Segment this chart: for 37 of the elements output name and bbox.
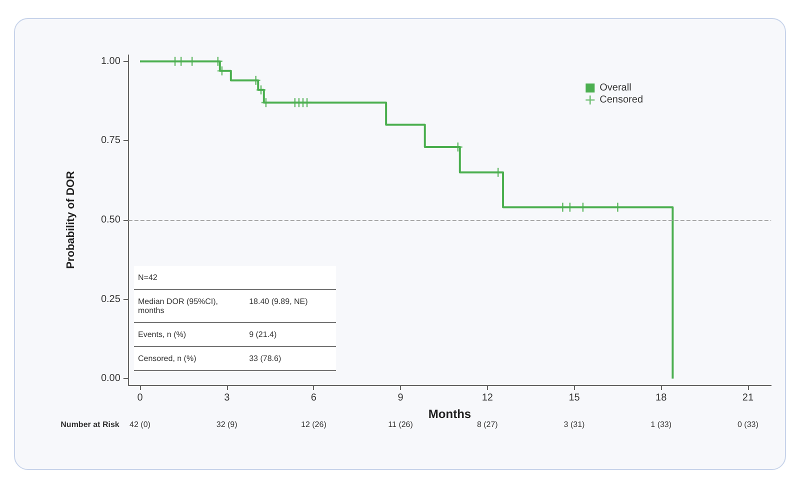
annotation: Events, n (%): [134, 322, 246, 346]
x-tick-label: 0: [137, 392, 144, 404]
y-tick-label: 1.00: [100, 56, 121, 67]
legend-label: Censored: [600, 94, 643, 106]
text: 0 (33): [737, 420, 758, 429]
x-tick-label: 15: [568, 392, 580, 404]
text: 8 (27): [476, 420, 498, 429]
x-tick-label: 12: [482, 392, 494, 404]
y-tick-label: 0.25: [100, 294, 121, 305]
y-tick-label: 0.75: [100, 135, 121, 146]
x-tick-label: 21: [742, 392, 754, 404]
point: [494, 168, 503, 177]
x-tick-label: 6: [310, 392, 317, 404]
y-axis-title: Probability of DOR: [64, 171, 77, 269]
text: 3 (31): [564, 420, 585, 429]
x-tick-label: 18: [656, 392, 668, 404]
annotation: Censored, n (%): [134, 346, 246, 370]
x-tick-label: 9: [398, 392, 404, 404]
text: Number at Risk: [60, 420, 120, 429]
point: [261, 98, 270, 108]
text: 12 (26): [301, 420, 326, 429]
y-tick-label: 0.00: [100, 373, 121, 384]
x-tick-label: 3: [224, 392, 230, 404]
annotation: 18.40 (9.89, NE): [245, 290, 336, 322]
text: 11 (26): [388, 420, 413, 429]
annotation: Median DOR (95%CI), months: [134, 290, 246, 322]
annotation: 9 (21.4): [245, 322, 336, 346]
text: 32 (9): [216, 420, 238, 429]
point: [302, 98, 312, 108]
annotation: 33 (78.6): [245, 346, 336, 370]
y-tick-label: 0.50: [100, 214, 121, 226]
annotation: N=42: [134, 266, 246, 290]
legend-label: Overall: [600, 82, 632, 94]
point: [256, 85, 266, 94]
x-axis-title: Months: [428, 406, 472, 421]
text: 42 (0): [130, 420, 150, 429]
text: 1 (33): [650, 420, 672, 429]
